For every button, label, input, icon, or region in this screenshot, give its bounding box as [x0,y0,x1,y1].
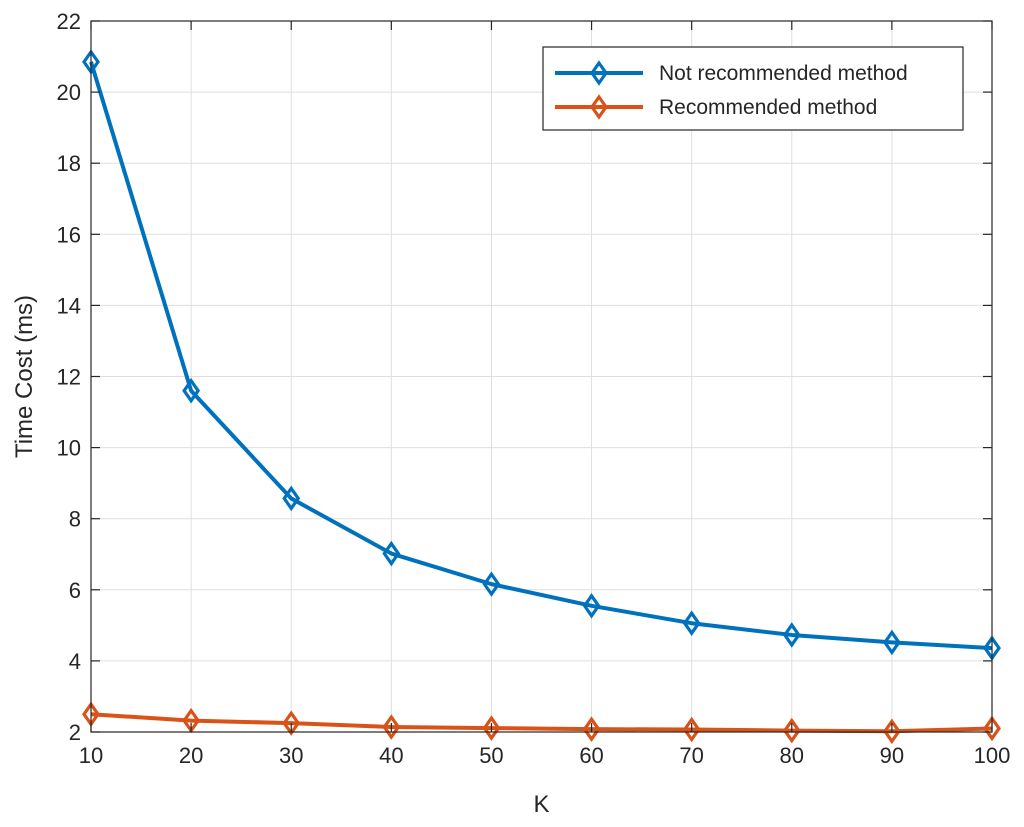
legend-label: Not recommended method [659,62,908,85]
tick-labels: 10 20 30 40 50 60 70 80 90 100 2 4 6 8 10 12 14 16 18 20 22 [57,9,1011,768]
data-point-marker [282,710,301,736]
x-axis-label: K [533,791,549,818]
legend: Not recommended method Recommended method [542,46,964,131]
legend-marker [590,94,608,120]
legend-item: Not recommended method [555,60,908,86]
legend-label: Recommended method [659,96,877,119]
y-tick-label: 10 [57,436,81,461]
data-point-marker [782,622,801,648]
series-1 [82,49,1001,661]
x-tick-label: 70 [679,743,703,768]
y-tick-label: 4 [69,649,81,674]
y-axis-label: Time Cost (ms) [11,295,38,458]
data-point-marker [482,571,501,597]
x-tick-label: 10 [79,743,103,768]
series-layer [82,49,1001,745]
y-tick-label: 16 [57,222,81,247]
data-point-marker [482,715,501,741]
grid-lines [91,21,992,732]
y-tick-label: 14 [57,293,81,318]
data-point-marker [682,716,701,743]
series-2 [82,701,1001,745]
y-tick-label: 8 [69,507,81,532]
data-point-marker [582,593,601,619]
legend-marker [590,60,608,86]
x-tick-label: 30 [279,743,303,768]
data-point-marker [782,717,801,744]
y-tick-label: 20 [57,80,81,105]
x-tick-label: 20 [179,743,203,768]
x-tick-label: 80 [780,743,804,768]
y-tick-label: 22 [57,9,81,34]
data-point-marker [983,715,1001,742]
data-point-marker [682,610,701,637]
x-tick-label: 90 [880,743,904,768]
legend-box [542,46,964,131]
x-tick-label: 100 [974,743,1011,768]
y-tick-label: 2 [69,720,81,745]
y-tick-label: 6 [69,578,81,603]
data-point-marker [582,716,601,742]
y-tick-label: 12 [57,365,81,390]
series-line [89,61,993,651]
data-point-marker [182,377,201,404]
data-point-marker [282,485,301,512]
x-tick-label: 40 [379,743,403,768]
data-point-marker [382,714,401,740]
axis-ticks [90,20,993,733]
x-tick-label: 50 [479,743,503,768]
legend-item: Recommended method [555,94,877,120]
series-line [90,712,993,734]
data-point-marker [382,540,401,567]
data-point-marker [882,718,901,745]
data-point-marker [882,629,901,656]
x-tick-label: 60 [579,743,603,768]
y-tick-label: 18 [57,151,81,176]
